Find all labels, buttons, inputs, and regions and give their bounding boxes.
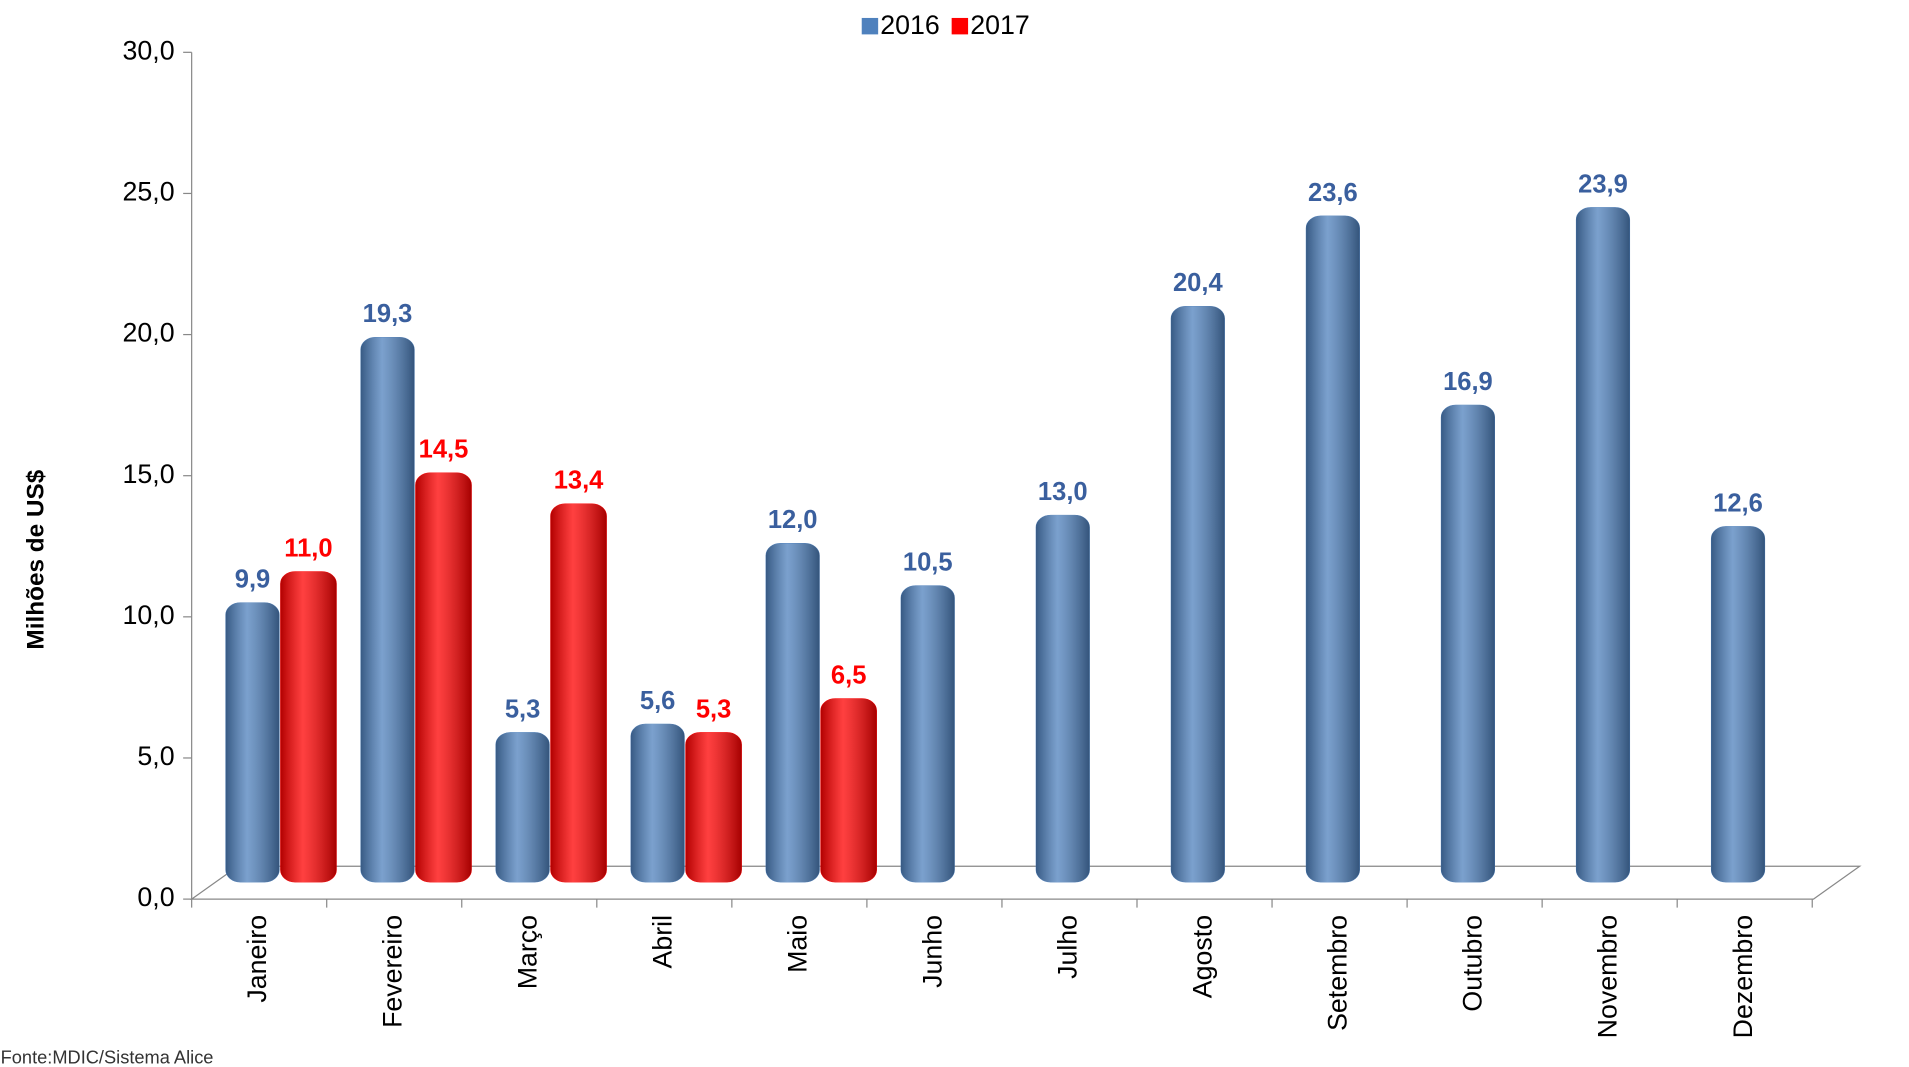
legend-label: 2017 — [970, 10, 1030, 40]
y-tick-label: 20,0 — [123, 318, 175, 348]
y-tick-label: 15,0 — [123, 459, 175, 489]
bar-shade — [495, 732, 550, 883]
y-tick-label: 30,0 — [123, 35, 175, 65]
bar-shade — [280, 571, 337, 883]
data-label: 6,5 — [831, 661, 867, 689]
bar-shade — [1306, 215, 1360, 883]
bar-shade — [360, 337, 415, 883]
chart-floor — [189, 865, 1862, 900]
y-axis-title: Milhões de US$ — [23, 469, 50, 649]
data-label: 13,0 — [1038, 478, 1088, 506]
bar-shade — [550, 503, 607, 883]
bar-shade — [820, 698, 877, 883]
legend-label: 2016 — [880, 10, 940, 40]
x-tick-label: Abril — [647, 915, 677, 969]
x-tick-label: Maio — [782, 915, 812, 973]
data-label: 5,3 — [505, 695, 540, 723]
data-label: 12,0 — [768, 506, 818, 534]
data-label: 9,9 — [235, 565, 271, 593]
data-label: 16,9 — [1443, 368, 1493, 396]
bar-shade — [415, 472, 472, 883]
x-tick-label: Novembro — [1593, 915, 1623, 1038]
x-tick-label: Dezembro — [1728, 915, 1758, 1038]
y-tick-label: 10,0 — [123, 600, 175, 630]
bar-shade — [1576, 207, 1630, 883]
bar-shade — [765, 543, 820, 883]
data-label: 23,9 — [1578, 170, 1628, 198]
bar-shade — [630, 724, 685, 883]
data-label: 23,6 — [1308, 179, 1358, 207]
data-label: 12,6 — [1713, 489, 1763, 517]
data-label: 5,6 — [640, 687, 676, 715]
data-label: 14,5 — [419, 436, 469, 464]
data-label: 11,0 — [284, 534, 332, 562]
x-tick-label: Setembro — [1323, 915, 1353, 1031]
legend-swatch — [951, 17, 969, 35]
x-tick-label: Março — [512, 915, 542, 989]
bar-shade — [1036, 515, 1090, 883]
x-tick-label: Fevereiro — [377, 915, 407, 1028]
x-tick-label: Outubro — [1458, 915, 1488, 1012]
data-label: 20,4 — [1173, 269, 1223, 297]
data-label: 19,3 — [363, 300, 413, 328]
x-tick-label: Agosto — [1188, 915, 1218, 998]
data-label: 5,3 — [696, 695, 731, 723]
source-note: Fonte:MDIC/Sistema Alice — [1, 1046, 214, 1067]
x-tick-label: Julho — [1053, 915, 1083, 979]
bar-shade — [1171, 306, 1225, 883]
bar-shade — [1441, 405, 1495, 883]
data-label: 10,5 — [903, 549, 953, 577]
y-tick-label: 25,0 — [123, 177, 175, 207]
y-tick-label: 5,0 — [137, 741, 174, 771]
bar-shade — [225, 602, 280, 883]
data-label: 13,4 — [554, 467, 604, 495]
x-tick-label: Junho — [917, 915, 947, 988]
bar-shade — [685, 732, 742, 883]
legend-swatch — [861, 17, 879, 35]
x-tick-label: Janeiro — [242, 915, 272, 1003]
bar-shade — [900, 585, 955, 883]
y-tick-label: 0,0 — [137, 882, 174, 912]
bar-shade — [1711, 526, 1765, 883]
